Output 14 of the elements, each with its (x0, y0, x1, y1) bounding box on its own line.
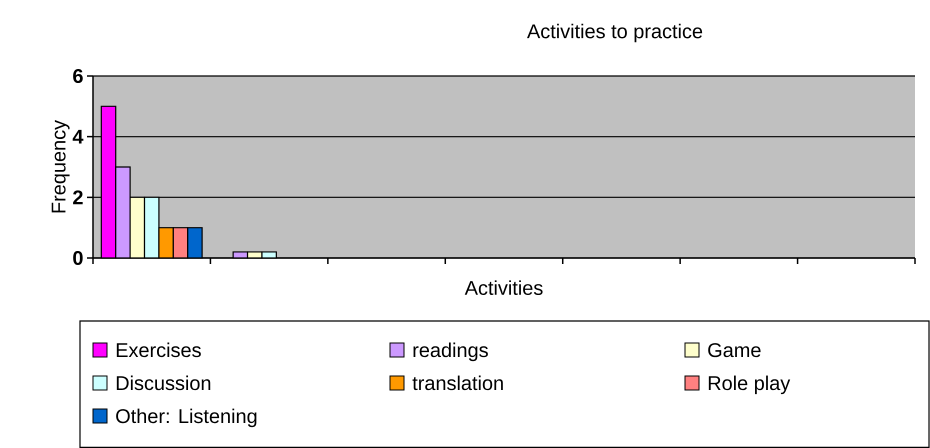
x-axis-title: Activities (464, 280, 543, 295)
chart-title: Activities to practice (527, 24, 702, 42)
legend-label: Discussion (116, 376, 210, 390)
legend-label: Game (708, 343, 761, 358)
legend-label: Role play (708, 376, 790, 394)
y-tick-label: 4 (72, 130, 84, 144)
y-axis-title: Frequency (52, 120, 70, 212)
legend-label: Exercises (116, 342, 201, 358)
legend-label: readings (414, 342, 488, 362)
y-tick-label: 0 (73, 250, 83, 266)
legend-label: Other: Listening (116, 408, 256, 428)
legend-label: translation (412, 376, 503, 390)
y-tick-label: 6 (73, 68, 83, 84)
y-tick-label: 2 (73, 190, 83, 204)
